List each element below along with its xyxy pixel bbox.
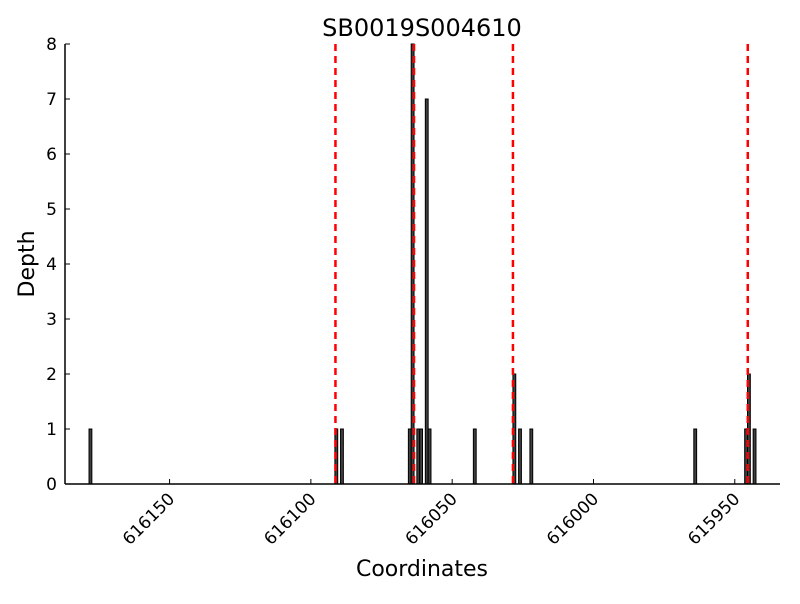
x-tick-label-616050: 616050 <box>402 489 462 549</box>
y-tick-label-3: 3 <box>46 310 57 330</box>
y-tick-label-8: 8 <box>46 35 57 55</box>
bar-8 <box>427 428 432 485</box>
bar-0 <box>88 428 93 485</box>
y-tick-label-1: 1 <box>46 420 57 440</box>
bar-13 <box>693 428 698 485</box>
bar-2 <box>340 428 344 485</box>
y-tick-label-0: 0 <box>46 475 57 495</box>
y-tick-label-7: 7 <box>46 90 57 110</box>
x-tick-label-616100: 616100 <box>260 489 320 549</box>
x-axis-label: Coordinates <box>356 557 488 582</box>
bar-7 <box>424 98 429 485</box>
x-tick-label-615950: 615950 <box>684 489 744 549</box>
y-tick-label-4: 4 <box>46 255 57 275</box>
y-axis-label: Depth <box>15 230 40 297</box>
bars-group <box>88 43 757 485</box>
y-tick-label-5: 5 <box>46 200 57 220</box>
y-tick-label-6: 6 <box>46 145 57 165</box>
bar-11 <box>518 428 522 485</box>
chart-title: SB0019S004610 <box>322 14 522 42</box>
bar-9 <box>472 428 477 485</box>
bar-16 <box>752 428 757 485</box>
vlines-group <box>334 44 750 484</box>
y-tick-label-2: 2 <box>46 365 57 385</box>
bar-6 <box>419 428 424 485</box>
x-tick-label-616000: 616000 <box>543 489 603 549</box>
bar-12 <box>529 428 534 485</box>
x-tick-label-616150: 616150 <box>119 489 179 549</box>
